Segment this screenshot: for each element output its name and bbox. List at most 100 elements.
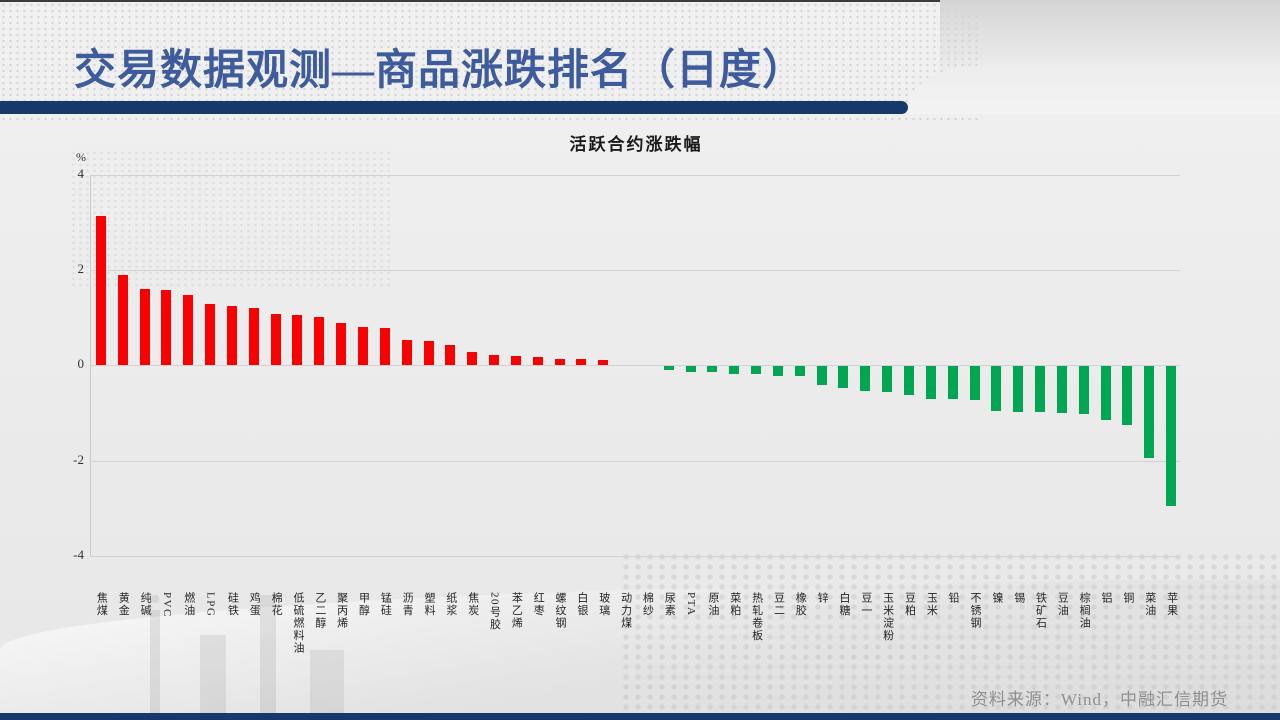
category-label: 硅铁 xyxy=(226,592,239,617)
category-label: 豆粕 xyxy=(903,592,916,617)
category-label: PTA xyxy=(685,592,698,617)
bar xyxy=(423,340,434,366)
bottom-border-bar xyxy=(0,713,1280,720)
bar xyxy=(1035,366,1046,413)
source-note: 资料来源：Wind，中融汇信期货 xyxy=(970,690,1228,709)
category-label: 动力煤 xyxy=(619,592,632,630)
category-label: 棕榈油 xyxy=(1078,592,1091,630)
category-label: 黄金 xyxy=(117,592,130,617)
bar xyxy=(707,366,718,373)
category-label: 聚丙烯 xyxy=(335,592,348,630)
hex-dot-pattern-decoration xyxy=(620,552,1280,712)
top-border-line xyxy=(0,0,1280,2)
bar xyxy=(838,366,849,388)
bar xyxy=(685,366,696,372)
category-label: 橡胶 xyxy=(794,592,807,617)
bar xyxy=(226,306,237,366)
bar xyxy=(1056,366,1067,413)
skyline-silhouette-decoration xyxy=(110,565,370,715)
category-label: 锌 xyxy=(816,592,829,605)
bar-chart-plot-area xyxy=(90,160,1182,560)
category-label: 白糖 xyxy=(837,592,850,617)
category-label: 螺纹钢 xyxy=(554,592,567,630)
dot-map-decoration xyxy=(70,150,390,290)
category-label: 豆一 xyxy=(859,592,872,617)
bar xyxy=(1013,366,1024,412)
category-label: 沥青 xyxy=(401,592,414,617)
bar xyxy=(336,322,347,366)
category-label: 镍 xyxy=(990,592,1003,605)
category-label: 焦炭 xyxy=(466,592,479,617)
bar xyxy=(1100,366,1111,421)
chart-title: 活跃合约涨跌幅 xyxy=(569,135,703,154)
gridline xyxy=(90,270,1180,272)
category-label: LPG xyxy=(204,592,217,618)
bar xyxy=(925,366,936,399)
title-underline-bar xyxy=(0,101,908,114)
bar xyxy=(882,366,893,392)
y-tick-label: 2 xyxy=(77,261,85,277)
category-label: 菜粕 xyxy=(728,592,741,617)
category-label: 不锈钢 xyxy=(969,592,982,630)
bar xyxy=(510,355,521,366)
category-label: 尿素 xyxy=(663,592,676,617)
bar xyxy=(969,366,980,400)
bar xyxy=(379,328,390,366)
category-label: 低硫燃料油 xyxy=(291,592,304,655)
category-label: 红枣 xyxy=(532,592,545,617)
category-label: 棉纱 xyxy=(641,592,654,617)
category-label: 棉花 xyxy=(270,592,283,617)
bar xyxy=(95,216,106,366)
header-curve-decoration xyxy=(906,66,1280,114)
category-label: 白银 xyxy=(575,592,588,617)
bar xyxy=(401,339,412,366)
category-label: 焦煤 xyxy=(95,592,108,617)
category-label: 铜 xyxy=(1121,592,1134,605)
zero-gridline xyxy=(90,365,1180,367)
bar xyxy=(860,366,871,392)
gridline xyxy=(90,555,1180,557)
bar xyxy=(205,304,216,366)
category-label: 甲醇 xyxy=(357,592,370,617)
category-label: 20号胶 xyxy=(488,592,501,631)
bar xyxy=(576,359,587,366)
bar xyxy=(1078,366,1089,414)
category-label: 玉米 xyxy=(925,592,938,617)
category-label: 玉米淀粉 xyxy=(881,592,894,642)
category-label: 鸡蛋 xyxy=(248,592,261,617)
gridline xyxy=(90,460,1180,462)
y-tick-label: 0 xyxy=(77,356,85,372)
bar xyxy=(1144,366,1155,459)
bar xyxy=(139,288,150,366)
category-label: 纸浆 xyxy=(444,592,457,617)
bar xyxy=(1166,366,1177,507)
bar xyxy=(183,295,194,366)
y-tick-label: -4 xyxy=(73,546,84,562)
bar xyxy=(904,366,914,395)
category-label: 豆油 xyxy=(1056,592,1069,617)
y-tick-label: 4 xyxy=(77,166,85,181)
bar xyxy=(663,366,674,371)
bar xyxy=(947,366,958,400)
bar xyxy=(772,366,783,376)
category-label: 苹果 xyxy=(1165,592,1178,617)
bar xyxy=(751,366,762,375)
bar xyxy=(292,315,303,366)
bar xyxy=(598,360,609,366)
category-label: 玻璃 xyxy=(597,592,610,617)
category-label: 锰硅 xyxy=(379,592,392,617)
category-label: 锡 xyxy=(1012,592,1025,605)
x-axis-category-labels: 焦煤 黄金 纯碱 PVC 燃油 LPG 硅铁 鸡蛋 棉花 低硫燃料油 乙二醇 聚丙烯 甲醇 锰硅 沥青 塑料纸… xyxy=(90,592,1182,707)
bar xyxy=(794,366,805,377)
y-axis-unit-label: % xyxy=(76,150,86,164)
category-label: 铁矿石 xyxy=(1034,592,1047,630)
bar xyxy=(445,344,456,366)
category-label: 铅 xyxy=(947,592,960,605)
category-label: 铝 xyxy=(1100,592,1113,605)
bar xyxy=(467,351,478,366)
bar xyxy=(729,366,740,374)
category-label: 热轧卷板 xyxy=(750,592,763,642)
bar xyxy=(816,366,827,386)
category-label: 燃油 xyxy=(182,592,195,617)
